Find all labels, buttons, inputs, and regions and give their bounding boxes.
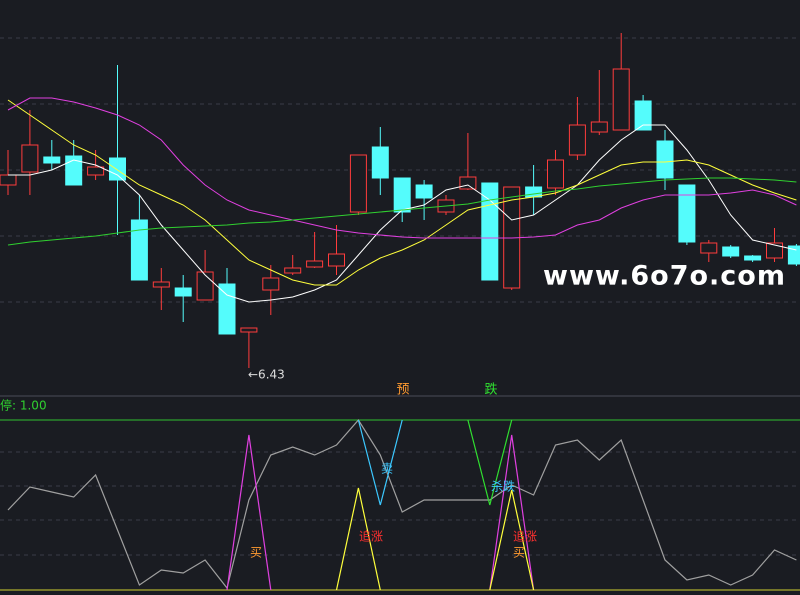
candle-body (415, 184, 433, 199)
candle-body (130, 219, 148, 281)
candle-body (262, 277, 280, 291)
candle-body (547, 159, 564, 189)
candle-body (65, 155, 83, 186)
signal-label: 杀跌 (491, 479, 515, 494)
candle-body (766, 242, 783, 259)
indicator-line (335, 487, 535, 591)
signal-label: 买 (513, 546, 525, 560)
candle-body (218, 283, 236, 335)
signal-label: 买 (250, 546, 262, 560)
candle-body (196, 271, 214, 301)
moving-average (7, 177, 797, 246)
candle-body (590, 121, 608, 133)
candle-body (349, 154, 367, 213)
moving-average (7, 99, 797, 286)
grid (0, 37, 800, 591)
candle-body (87, 166, 105, 176)
candle-body (787, 245, 800, 265)
candle-body (21, 144, 39, 173)
annotation: 跌 (484, 382, 497, 398)
annotation: ←6.43 (248, 368, 285, 382)
candle-body (744, 255, 762, 261)
candle-body (240, 327, 258, 333)
candle-body (656, 140, 674, 179)
indicator-line (467, 419, 513, 506)
candle-body (371, 146, 389, 179)
annotation: 预 (396, 383, 409, 398)
candle-body (700, 242, 718, 254)
watermark: www.6o7o.com (543, 261, 786, 292)
signal-label: 追涨 (513, 529, 537, 544)
signal-label: 追涨 (359, 529, 383, 544)
candle-body (174, 287, 192, 297)
candle-body (152, 281, 170, 288)
candle-body (0, 174, 17, 186)
indicator-line (357, 419, 403, 506)
moving-average (7, 97, 797, 239)
candle-body (612, 68, 630, 131)
candle-body (43, 156, 61, 164)
candle-body (306, 260, 324, 268)
candle-body (328, 253, 345, 267)
candle-body (634, 100, 652, 131)
candle-body (459, 176, 477, 190)
indicator-title: 停: 1.00 (0, 398, 47, 413)
candle-body (568, 124, 586, 156)
candle-body (393, 177, 411, 213)
candle-body (722, 246, 740, 257)
indicator-line (7, 418, 797, 590)
candle-body (284, 267, 302, 274)
candle-body (481, 182, 499, 281)
candle-body (109, 157, 126, 181)
candle-body (678, 184, 696, 243)
signal-label: 卖 (381, 462, 393, 476)
indicator-line (226, 434, 535, 591)
